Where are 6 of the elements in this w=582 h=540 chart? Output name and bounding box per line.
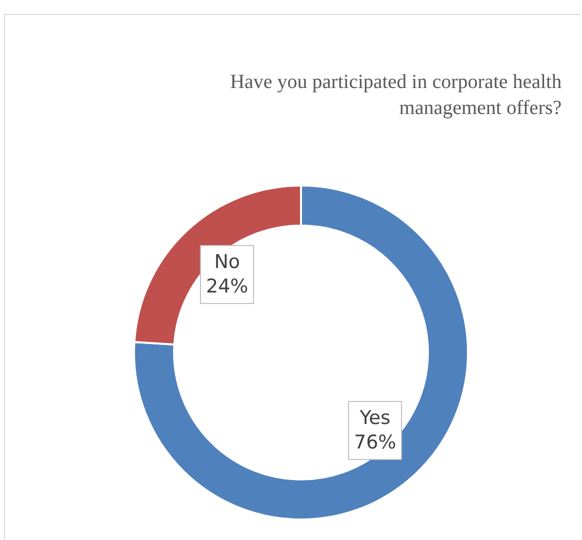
chart-title: Have you participated in corporate health management offers?: [230, 71, 562, 119]
donut-slice: [133, 184, 469, 520]
data-label: 76%: [354, 432, 396, 454]
slice-label: No: [214, 251, 240, 273]
slice-label: Yes: [358, 407, 390, 429]
data-label: 24%: [206, 276, 248, 298]
